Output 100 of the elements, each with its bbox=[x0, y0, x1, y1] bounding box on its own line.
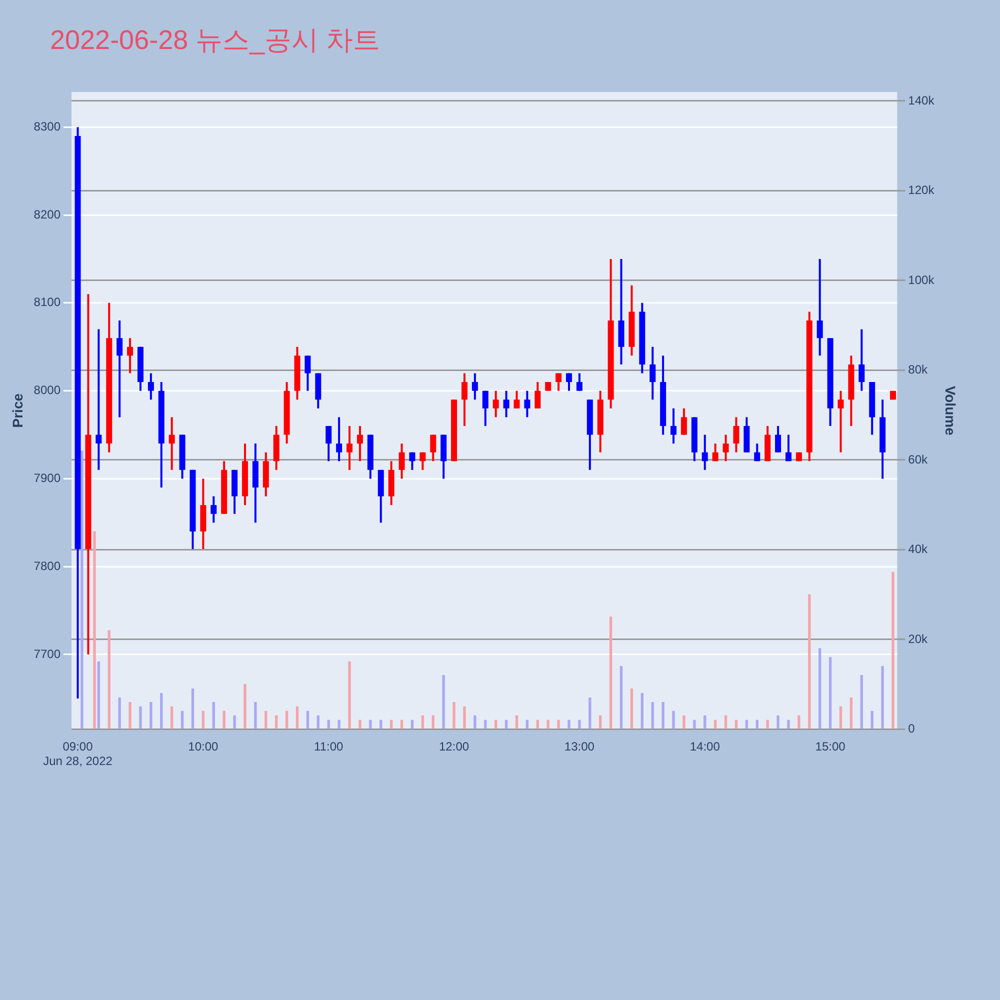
bar bbox=[526, 720, 529, 729]
bar bbox=[474, 715, 476, 729]
bar bbox=[870, 710, 874, 729]
bar bbox=[745, 720, 748, 729]
bar bbox=[724, 715, 728, 729]
bar bbox=[160, 692, 163, 729]
chart-title: 2022-06-28 뉴스_공시 차트 bbox=[50, 24, 380, 57]
y-tick-label: 8100 bbox=[34, 295, 61, 310]
bar bbox=[150, 702, 152, 729]
y2-tick-label: 40k bbox=[908, 542, 929, 556]
bar bbox=[515, 715, 518, 729]
bar bbox=[118, 697, 121, 729]
bar bbox=[128, 702, 132, 729]
bar bbox=[369, 720, 372, 729]
x-tick-label: 15:00 bbox=[815, 740, 846, 754]
bar bbox=[139, 706, 142, 729]
x-tick-label: 12:00 bbox=[439, 740, 470, 754]
y2-tick-label: 0 bbox=[908, 722, 916, 736]
bar bbox=[442, 675, 445, 729]
y-tick-label: 8200 bbox=[34, 207, 61, 222]
y2-tick-label: 20k bbox=[908, 632, 929, 646]
bar bbox=[80, 450, 84, 729]
bar bbox=[233, 715, 236, 729]
bar bbox=[787, 720, 790, 729]
bar bbox=[202, 710, 205, 729]
bar bbox=[254, 702, 257, 729]
bar bbox=[191, 688, 194, 729]
x-tick-label: 10:00 bbox=[188, 740, 219, 754]
bar bbox=[798, 715, 800, 729]
x-tick-label: 13:00 bbox=[564, 740, 595, 754]
bar bbox=[828, 657, 832, 729]
bar bbox=[536, 720, 539, 729]
bar bbox=[93, 531, 96, 729]
bar bbox=[640, 692, 644, 729]
bar bbox=[306, 710, 310, 729]
bar bbox=[212, 702, 215, 729]
bar bbox=[170, 706, 174, 729]
bar bbox=[704, 715, 706, 729]
bar bbox=[316, 715, 320, 729]
y2-tick-label: 100k bbox=[908, 272, 936, 287]
y-tick-label: 7700 bbox=[34, 646, 61, 661]
bar bbox=[850, 697, 853, 729]
bar bbox=[620, 666, 623, 729]
bar bbox=[296, 706, 299, 729]
bar bbox=[358, 720, 362, 729]
candlestick bbox=[96, 329, 102, 470]
bar bbox=[818, 648, 822, 729]
bar bbox=[244, 684, 246, 729]
bar bbox=[380, 720, 382, 729]
bar bbox=[734, 720, 738, 729]
bar bbox=[693, 720, 696, 729]
bar bbox=[892, 572, 894, 729]
bar bbox=[672, 710, 675, 729]
y-axis-title: Price bbox=[9, 393, 26, 428]
y2-axis-title: Volume bbox=[942, 386, 959, 436]
y-tick-label: 8300 bbox=[34, 119, 61, 134]
y2-tick-label: 140k bbox=[908, 93, 936, 108]
bar bbox=[494, 720, 498, 729]
bar bbox=[766, 720, 769, 729]
bar bbox=[97, 662, 100, 729]
bar bbox=[327, 720, 330, 729]
bar bbox=[578, 720, 581, 729]
y-tick-label: 7800 bbox=[34, 558, 61, 573]
y-tick-label: 8000 bbox=[34, 383, 61, 398]
bar bbox=[410, 720, 414, 729]
bar bbox=[568, 720, 570, 729]
bar bbox=[180, 710, 184, 729]
bar bbox=[599, 715, 602, 729]
bar bbox=[222, 710, 226, 729]
bar bbox=[108, 630, 110, 729]
bar bbox=[452, 702, 456, 729]
bar bbox=[860, 675, 863, 729]
x-tick-label: 11:00 bbox=[314, 740, 344, 754]
bar bbox=[546, 720, 550, 729]
bar bbox=[484, 720, 487, 729]
bar bbox=[432, 715, 434, 729]
bar bbox=[588, 697, 592, 729]
x-tick-label: 09:00 Jun 28, 2022 bbox=[43, 740, 113, 768]
bar bbox=[338, 720, 340, 729]
bar bbox=[756, 720, 758, 729]
bar bbox=[557, 720, 560, 729]
bar bbox=[275, 715, 278, 729]
bar bbox=[839, 706, 842, 729]
x-tick-label: 14:00 bbox=[690, 740, 720, 754]
bar bbox=[400, 720, 404, 729]
bar bbox=[630, 688, 634, 729]
y2-tick-label: 120k bbox=[908, 183, 936, 198]
bar bbox=[682, 715, 686, 729]
bar bbox=[651, 702, 654, 729]
bar bbox=[609, 616, 612, 729]
y2-tick-label: 60k bbox=[908, 452, 929, 466]
bar bbox=[348, 662, 351, 729]
bar bbox=[881, 666, 884, 729]
bar bbox=[714, 720, 717, 729]
bar bbox=[421, 715, 424, 729]
bar bbox=[776, 715, 780, 729]
bar bbox=[808, 594, 811, 729]
bar bbox=[264, 710, 268, 729]
bar bbox=[463, 706, 466, 729]
y-tick-label: 7900 bbox=[34, 471, 61, 486]
